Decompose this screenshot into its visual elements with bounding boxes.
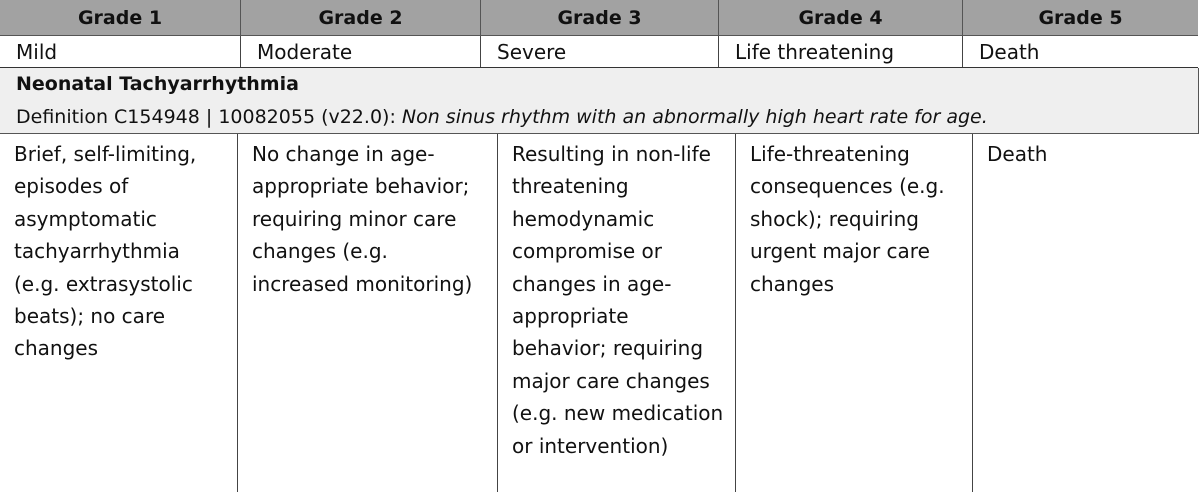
severity-1: Mild xyxy=(0,36,241,67)
definition-prefix: Definition C154948 | 10082055 (v22.0): xyxy=(16,106,402,128)
description-grade-1: Brief, self-limiting, episodes of asympt… xyxy=(0,134,238,492)
grade-header-1: Grade 1 xyxy=(0,0,241,35)
term-row: Neonatal Tachyarrhythmia Definition C154… xyxy=(0,68,1199,182)
severity-5: Death xyxy=(979,40,1040,64)
description-grade-4: Life-threatening consequences (e.g. shoc… xyxy=(736,134,973,492)
term-definition: Definition C154948 | 10082055 (v22.0): N… xyxy=(16,106,988,128)
severity-2: Moderate xyxy=(241,36,481,67)
description-grade-2: No change in age-appropriate behavior; r… xyxy=(238,134,498,492)
grade-header-4: Grade 4 xyxy=(719,0,963,35)
description-grade-3: Resulting in non-life threatening hemody… xyxy=(498,134,736,492)
term-name: Neonatal Tachyarrhythmia xyxy=(16,73,299,95)
severity-3: Severe xyxy=(481,36,719,67)
grade-header-2: Grade 2 xyxy=(241,0,481,35)
grade-header-row: Grade 1 Grade 2 Grade 3 Grade 4 Grade 5 xyxy=(0,0,1198,36)
description-row: Brief, self-limiting, episodes of asympt… xyxy=(0,134,1198,492)
severity-row: Mild Moderate Severe Life threatening De… xyxy=(0,36,1198,68)
definition-text: Non sinus rhythm with an abnormally high… xyxy=(401,106,988,128)
grade-header-5: Grade 5 xyxy=(1038,7,1123,29)
grade-header-3: Grade 3 xyxy=(481,0,719,35)
severity-4: Life threatening xyxy=(719,36,963,67)
description-grade-5: Death xyxy=(987,142,1048,166)
